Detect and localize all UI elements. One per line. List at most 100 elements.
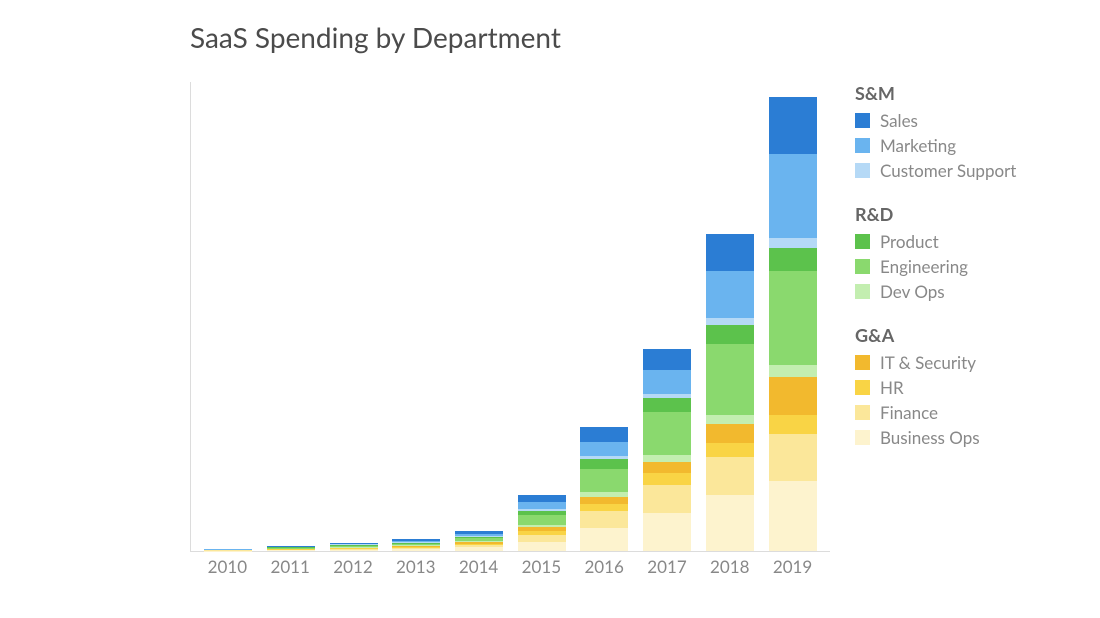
bar-segment-customer_support bbox=[706, 318, 754, 325]
bar-segment-hr bbox=[580, 504, 628, 511]
legend-group-title: G&A bbox=[855, 324, 1075, 346]
bars-container bbox=[191, 82, 830, 551]
bar-2016 bbox=[580, 427, 628, 551]
bar-segment-marketing bbox=[643, 370, 691, 394]
bar-segment-business_ops bbox=[392, 549, 440, 551]
legend-item-marketing: Marketing bbox=[855, 135, 1075, 156]
bar-2012 bbox=[330, 543, 378, 551]
legend-item-hr: HR bbox=[855, 377, 1075, 398]
legend-swatch bbox=[855, 138, 870, 153]
bar-segment-business_ops bbox=[580, 528, 628, 552]
legend-label: HR bbox=[880, 377, 904, 398]
bar-segment-engineering bbox=[518, 515, 566, 524]
legend-label: Finance bbox=[880, 402, 938, 423]
x-axis-labels: 2010201120122013201420152016201720182019 bbox=[190, 556, 830, 577]
bar-segment-business_ops bbox=[643, 513, 691, 551]
bar-segment-it_security bbox=[706, 424, 754, 443]
bar-segment-engineering bbox=[580, 469, 628, 493]
legend-swatch bbox=[855, 113, 870, 128]
legend-swatch bbox=[855, 430, 870, 445]
legend-item-it_security: IT & Security bbox=[855, 352, 1075, 373]
x-axis-label: 2017 bbox=[643, 556, 691, 577]
bar-segment-customer_support bbox=[769, 238, 817, 247]
bar-segment-finance bbox=[769, 434, 817, 481]
x-axis-label: 2011 bbox=[266, 556, 314, 577]
legend-item-dev_ops: Dev Ops bbox=[855, 281, 1075, 302]
legend-swatch bbox=[855, 234, 870, 249]
bar-segment-sales bbox=[643, 349, 691, 370]
bar-segment-marketing bbox=[769, 154, 817, 239]
bar-segment-business_ops bbox=[769, 481, 817, 552]
legend-item-business_ops: Business Ops bbox=[855, 427, 1075, 448]
x-axis-label: 2015 bbox=[517, 556, 565, 577]
bar-segment-finance bbox=[706, 457, 754, 495]
bar-segment-finance bbox=[643, 485, 691, 513]
bar-segment-engineering bbox=[769, 271, 817, 365]
bar-segment-hr bbox=[706, 443, 754, 457]
legend-label: Marketing bbox=[880, 135, 956, 156]
legend-item-finance: Finance bbox=[855, 402, 1075, 423]
bar-segment-engineering bbox=[643, 412, 691, 454]
bar-segment-product bbox=[706, 325, 754, 344]
bar-segment-marketing bbox=[580, 442, 628, 456]
bar-segment-hr bbox=[769, 415, 817, 434]
legend-label: Engineering bbox=[880, 256, 968, 277]
chart-title: SaaS Spending by Department bbox=[190, 20, 561, 54]
bar-2019 bbox=[769, 97, 817, 551]
chart-legend: S&M Sales Marketing Customer Support R&D Prod… bbox=[855, 82, 1075, 470]
bar-segment-business_ops bbox=[518, 542, 566, 551]
bar-2018 bbox=[706, 234, 754, 551]
bar-segment-engineering bbox=[706, 344, 754, 415]
legend-item-engineering: Engineering bbox=[855, 256, 1075, 277]
legend-item-sales: Sales bbox=[855, 110, 1075, 131]
x-axis-label: 2014 bbox=[455, 556, 503, 577]
bar-segment-finance bbox=[518, 535, 566, 542]
legend-label: Product bbox=[880, 231, 939, 252]
legend-swatch bbox=[855, 284, 870, 299]
bar-segment-finance bbox=[580, 511, 628, 527]
bar-2015 bbox=[518, 495, 566, 551]
x-axis-label: 2010 bbox=[203, 556, 251, 577]
bar-segment-business_ops bbox=[267, 550, 315, 551]
bar-segment-business_ops bbox=[706, 495, 754, 551]
bar-2010 bbox=[204, 549, 252, 551]
bar-segment-product bbox=[643, 398, 691, 412]
bar-segment-it_security bbox=[769, 377, 817, 415]
bar-segment-dev_ops bbox=[769, 365, 817, 377]
x-axis-label: 2018 bbox=[706, 556, 754, 577]
bar-segment-sales bbox=[518, 495, 566, 502]
chart-plot-area bbox=[190, 82, 830, 552]
bar-segment-marketing bbox=[518, 502, 566, 509]
bar-segment-sales bbox=[769, 97, 817, 153]
bar-segment-business_ops bbox=[330, 550, 378, 551]
bar-segment-marketing bbox=[706, 271, 754, 318]
bar-2011 bbox=[267, 546, 315, 551]
legend-group: G&A IT & Security HR Finance Business Ops bbox=[855, 324, 1075, 448]
bar-segment-product bbox=[769, 248, 817, 272]
legend-label: Dev Ops bbox=[880, 281, 945, 302]
bar-segment-sales bbox=[706, 234, 754, 272]
bar-2017 bbox=[643, 349, 691, 551]
bar-segment-sales bbox=[580, 427, 628, 441]
bar-segment-it_security bbox=[643, 462, 691, 474]
legend-swatch bbox=[855, 405, 870, 420]
legend-swatch bbox=[855, 380, 870, 395]
bar-segment-dev_ops bbox=[706, 415, 754, 424]
legend-group-title: R&D bbox=[855, 203, 1075, 225]
legend-label: Business Ops bbox=[880, 427, 980, 448]
legend-item-customer_support: Customer Support bbox=[855, 160, 1075, 181]
legend-swatch bbox=[855, 355, 870, 370]
bar-segment-it_security bbox=[580, 497, 628, 504]
x-axis-label: 2019 bbox=[769, 556, 817, 577]
bar-segment-business_ops bbox=[455, 547, 503, 551]
legend-label: Sales bbox=[880, 110, 918, 131]
bar-2014 bbox=[455, 531, 503, 551]
bar-segment-hr bbox=[643, 473, 691, 485]
bar-segment-product bbox=[580, 459, 628, 468]
bar-segment-dev_ops bbox=[643, 455, 691, 462]
legend-swatch bbox=[855, 163, 870, 178]
legend-group-title: S&M bbox=[855, 82, 1075, 104]
legend-label: IT & Security bbox=[880, 352, 976, 373]
legend-label: Customer Support bbox=[880, 160, 1016, 181]
legend-swatch bbox=[855, 259, 870, 274]
